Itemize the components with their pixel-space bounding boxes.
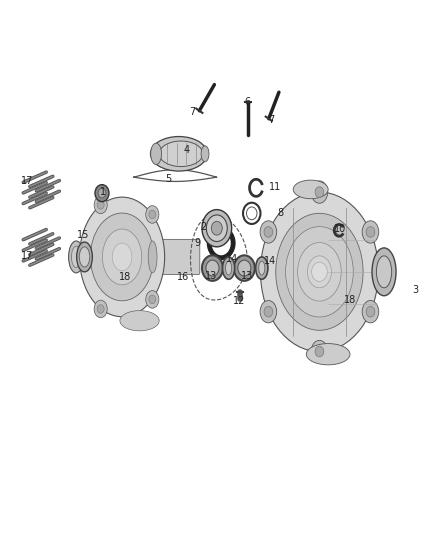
Ellipse shape	[69, 241, 84, 273]
Circle shape	[76, 253, 83, 261]
Ellipse shape	[276, 213, 363, 330]
Circle shape	[366, 227, 375, 237]
Text: 17: 17	[21, 251, 33, 261]
Text: 13: 13	[241, 271, 253, 281]
Text: 18: 18	[119, 272, 131, 282]
Circle shape	[264, 227, 273, 237]
Ellipse shape	[202, 255, 223, 281]
Ellipse shape	[151, 143, 162, 165]
Ellipse shape	[148, 241, 157, 273]
Ellipse shape	[202, 209, 232, 247]
Ellipse shape	[372, 248, 396, 296]
Ellipse shape	[376, 256, 392, 288]
Ellipse shape	[293, 180, 328, 199]
Ellipse shape	[259, 261, 265, 275]
Ellipse shape	[311, 181, 328, 203]
Ellipse shape	[234, 255, 255, 281]
Circle shape	[315, 346, 324, 357]
Text: 11: 11	[269, 182, 281, 192]
Circle shape	[315, 187, 324, 197]
Ellipse shape	[261, 192, 378, 352]
Ellipse shape	[297, 243, 341, 301]
Ellipse shape	[94, 196, 107, 214]
Text: 9: 9	[194, 238, 200, 247]
Ellipse shape	[260, 221, 277, 243]
Ellipse shape	[94, 300, 107, 318]
Circle shape	[97, 305, 104, 313]
Ellipse shape	[150, 136, 207, 171]
Ellipse shape	[102, 229, 142, 285]
Circle shape	[149, 210, 156, 219]
Ellipse shape	[71, 246, 81, 268]
Ellipse shape	[212, 221, 222, 235]
Text: 17: 17	[21, 176, 33, 187]
Text: 15: 15	[77, 230, 89, 240]
Ellipse shape	[77, 242, 92, 272]
Text: 7: 7	[268, 115, 275, 125]
Circle shape	[97, 200, 104, 209]
Text: 14: 14	[226, 254, 238, 263]
Ellipse shape	[362, 301, 379, 323]
Ellipse shape	[256, 257, 268, 279]
Text: 10: 10	[334, 224, 346, 235]
Circle shape	[311, 262, 327, 281]
Text: 6: 6	[244, 96, 251, 107]
Text: 7: 7	[190, 107, 196, 117]
Text: 3: 3	[413, 286, 419, 295]
Ellipse shape	[79, 247, 90, 267]
Text: 4: 4	[183, 144, 189, 155]
Ellipse shape	[238, 260, 251, 276]
Ellipse shape	[80, 197, 165, 317]
Ellipse shape	[112, 243, 132, 271]
Ellipse shape	[206, 260, 219, 276]
Ellipse shape	[206, 215, 227, 241]
Text: 14: 14	[265, 256, 277, 266]
Ellipse shape	[286, 227, 353, 317]
Text: 2: 2	[201, 222, 207, 232]
Ellipse shape	[311, 341, 328, 363]
Circle shape	[98, 188, 106, 198]
Circle shape	[264, 306, 273, 317]
Ellipse shape	[260, 301, 277, 323]
Ellipse shape	[307, 256, 332, 288]
Text: 5: 5	[166, 174, 172, 184]
Ellipse shape	[90, 213, 154, 301]
Ellipse shape	[223, 257, 235, 279]
Circle shape	[366, 306, 375, 317]
Text: 1: 1	[100, 187, 106, 197]
Ellipse shape	[226, 261, 232, 275]
Circle shape	[95, 184, 109, 201]
FancyBboxPatch shape	[151, 239, 200, 274]
Text: 8: 8	[277, 208, 283, 219]
Ellipse shape	[159, 141, 203, 166]
Ellipse shape	[146, 206, 159, 223]
Ellipse shape	[201, 146, 209, 162]
Ellipse shape	[306, 344, 350, 365]
Ellipse shape	[73, 248, 86, 266]
Ellipse shape	[146, 290, 159, 308]
Circle shape	[149, 295, 156, 304]
Text: 13: 13	[205, 271, 217, 281]
Text: 18: 18	[344, 295, 356, 305]
Ellipse shape	[362, 221, 379, 243]
Ellipse shape	[120, 311, 159, 331]
Text: 16: 16	[177, 272, 189, 282]
Text: 12: 12	[233, 296, 245, 306]
